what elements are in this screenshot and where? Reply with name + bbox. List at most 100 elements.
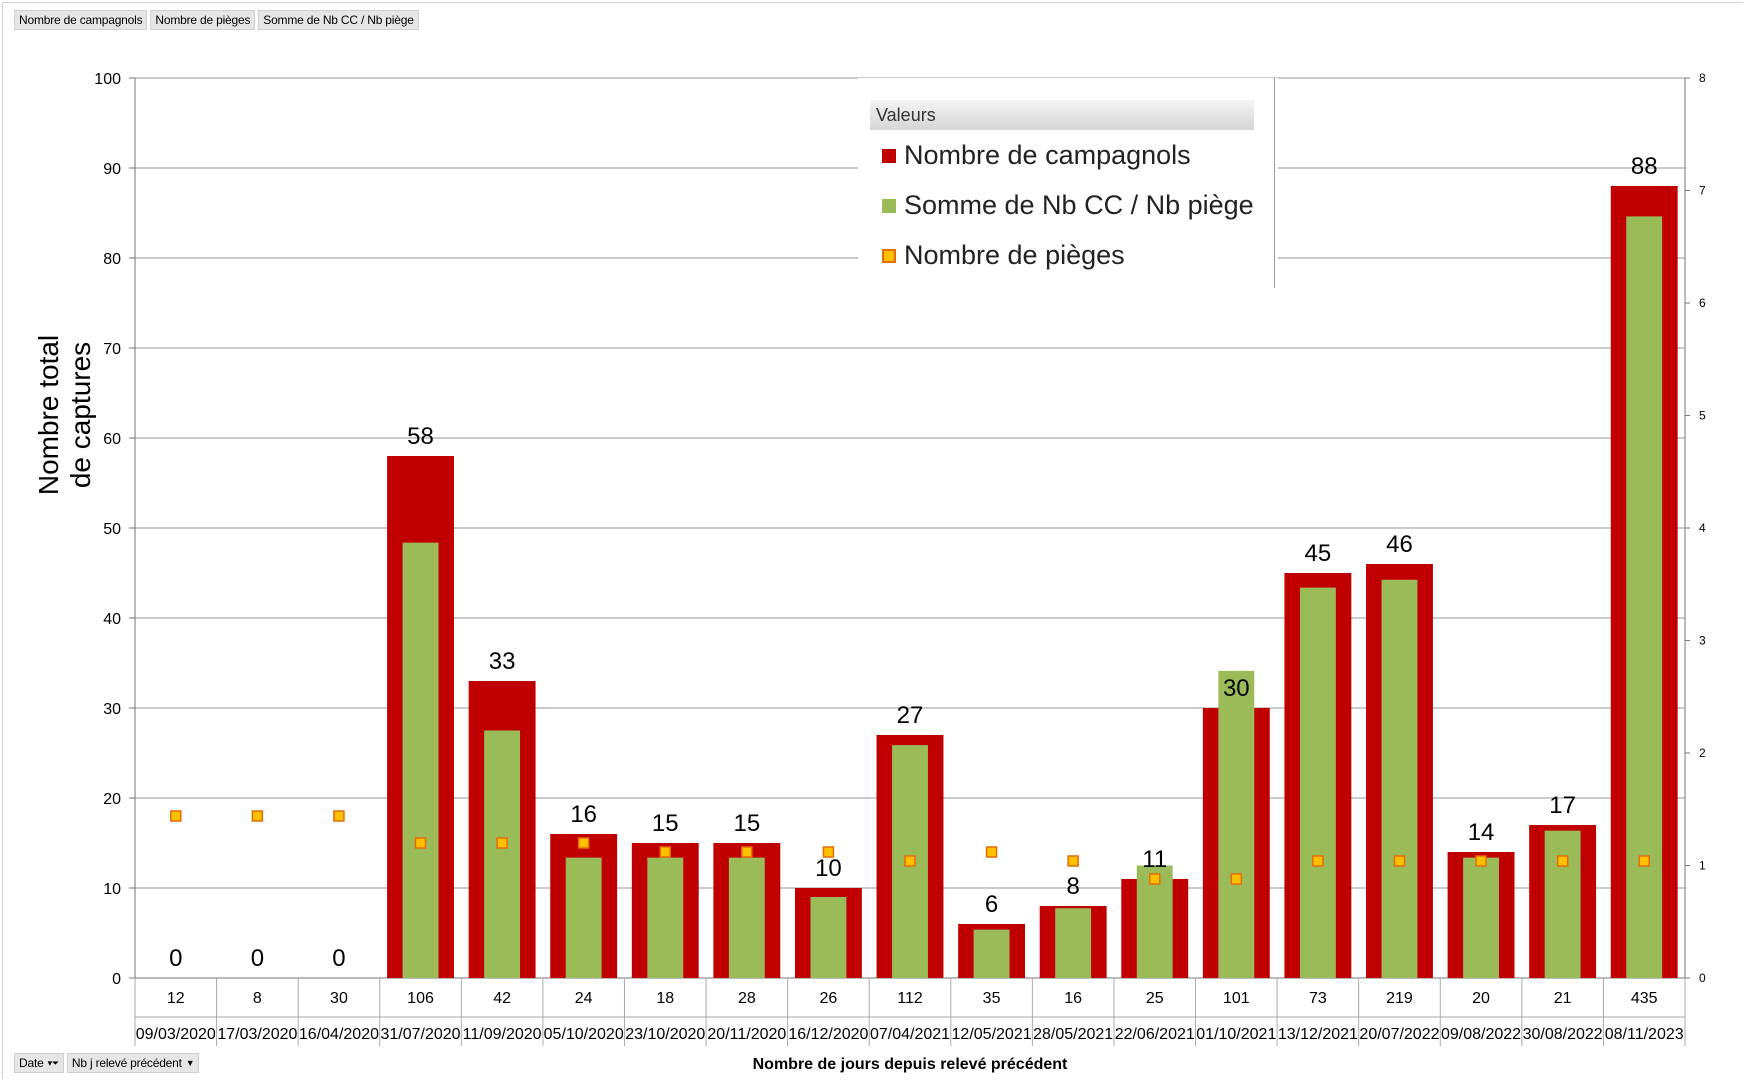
y2-tick-label: 2 — [1699, 746, 1706, 760]
marker-pieges — [333, 810, 345, 822]
marker-pieges — [904, 855, 916, 867]
marker-pieges — [1393, 855, 1406, 867]
data-label: 46 — [1386, 531, 1413, 558]
x-tick-label-date: 20/11/2020 — [707, 1026, 786, 1043]
marker-pieges — [170, 810, 182, 822]
marker-pieges — [577, 837, 590, 849]
y2-tick-label: 5 — [1699, 409, 1706, 423]
x-tick-label-date: 30/08/2022 — [1523, 1026, 1603, 1043]
x-tick-label-nbj: 35 — [983, 990, 1001, 1007]
legend-label-campagnols: Nombre de campagnols — [904, 140, 1191, 170]
x-axis-title: Nombre de jours depuis relevé précédent — [753, 1056, 1068, 1073]
data-label: 58 — [407, 423, 434, 450]
marker-pieges — [1556, 855, 1569, 867]
field-button-date-label: Date — [19, 1056, 44, 1070]
data-label: 10 — [815, 855, 842, 882]
marker-pieges — [1312, 855, 1324, 867]
axis-fields-bar: Date ▾⏷ Nb j relevé précédent ▼ — [14, 1053, 200, 1073]
bar-somme — [1218, 670, 1255, 978]
y-tick-label: 80 — [103, 251, 121, 268]
legend-item-campagnols[interactable]: Nombre de campagnols — [882, 140, 1191, 171]
legend-swatch-somme — [882, 198, 896, 213]
x-tick-label-nbj: 24 — [575, 990, 593, 1007]
y2-tick-label: 0 — [1699, 971, 1706, 985]
x-tick-label-nbj: 21 — [1554, 990, 1572, 1007]
legend-swatch-campagnols — [882, 148, 896, 163]
y-axis-title: Nombre totalde captures — [33, 335, 96, 495]
data-label: 45 — [1305, 540, 1332, 567]
x-tick-label-nbj: 20 — [1472, 990, 1490, 1007]
x-tick-label-nbj: 73 — [1309, 990, 1327, 1007]
data-label: 88 — [1631, 153, 1658, 180]
data-label: 14 — [1468, 819, 1495, 846]
marker-pieges — [1067, 855, 1079, 867]
field-button-nbj-label: Nb j relevé précédent — [71, 1056, 182, 1070]
data-label: 0 — [169, 945, 182, 972]
field-button-somme[interactable]: Somme de Nb CC / Nb piège — [258, 10, 419, 30]
y2-tick-label: 3 — [1699, 634, 1706, 648]
marker-pieges — [822, 846, 835, 858]
bar-somme — [484, 730, 521, 978]
marker-pieges — [741, 846, 753, 858]
y-tick-label: 10 — [103, 881, 121, 898]
bar-somme — [1626, 216, 1663, 978]
marker-pieges — [496, 837, 508, 849]
field-button-campagnols[interactable]: Nombre de campagnols — [14, 10, 148, 30]
marker-pieges — [251, 810, 264, 822]
x-tick-label-date: 07/04/2021 — [870, 1026, 950, 1043]
bar-somme — [728, 857, 765, 978]
data-label: 15 — [652, 810, 679, 837]
y-tick-label: 20 — [103, 791, 121, 808]
x-tick-label-date: 01/10/2021 — [1196, 1026, 1276, 1043]
x-tick-label-nbj: 219 — [1386, 990, 1413, 1007]
data-label: 15 — [733, 810, 760, 837]
bar-somme — [1381, 579, 1418, 978]
x-tick-label-date: 09/08/2022 — [1441, 1026, 1521, 1043]
x-tick-label-nbj: 106 — [407, 990, 434, 1007]
y2-tick-label: 7 — [1699, 184, 1706, 198]
x-tick-label-date: 16/12/2020 — [788, 1026, 868, 1043]
marker-pieges — [1638, 855, 1650, 867]
y-tick-label: 100 — [94, 71, 121, 88]
value-fields-bar: Nombre de campagnols Nombre de pièges So… — [14, 10, 419, 30]
field-button-pieges[interactable]: Nombre de pièges — [150, 10, 256, 30]
x-tick-label-nbj: 16 — [1064, 990, 1082, 1007]
bar-somme — [973, 929, 1010, 978]
x-tick-label-date: 31/07/2020 — [380, 1026, 460, 1043]
x-tick-label-nbj: 28 — [738, 990, 756, 1007]
bar-somme — [810, 897, 847, 978]
y-tick-label: 50 — [103, 521, 121, 538]
x-tick-label-nbj: 30 — [330, 990, 348, 1007]
legend: Valeurs Nombre de campagnols Somme de Nb… — [858, 78, 1278, 288]
x-tick-label-date: 09/03/2020 — [136, 1026, 216, 1043]
y-tick-label: 40 — [103, 611, 121, 628]
data-label: 16 — [570, 801, 597, 828]
data-label: 0 — [332, 945, 345, 972]
legend-swatch-pieges — [882, 248, 896, 263]
x-tick-label-nbj: 8 — [253, 990, 262, 1007]
data-label: 33 — [489, 648, 516, 675]
x-tick-label-date: 05/10/2020 — [544, 1026, 624, 1043]
data-label: 11 — [1142, 846, 1167, 873]
x-tick-label-date: 17/03/2020 — [217, 1026, 297, 1043]
legend-label-pieges: Nombre de pièges — [904, 240, 1125, 270]
marker-pieges — [414, 837, 427, 849]
legend-label-somme: Somme de Nb CC / Nb piège — [904, 190, 1254, 220]
marker-pieges — [985, 846, 998, 858]
x-tick-label-nbj: 435 — [1631, 990, 1658, 1007]
x-tick-label-date: 12/05/2021 — [952, 1026, 1032, 1043]
data-label: 30 — [1223, 675, 1250, 702]
bar-somme — [402, 542, 439, 978]
x-tick-label-date: 13/12/2021 — [1278, 1026, 1358, 1043]
bar-somme — [1055, 908, 1092, 978]
field-button-nbj[interactable]: Nb j relevé précédent ▼ — [66, 1053, 200, 1073]
field-button-date[interactable]: Date ▾⏷ — [14, 1053, 64, 1073]
chevron-down-icon: ▼ — [185, 1058, 195, 1068]
x-tick-label-date: 22/06/2021 — [1115, 1026, 1195, 1043]
legend-item-pieges[interactable]: Nombre de pièges — [882, 240, 1125, 271]
x-tick-label-nbj: 112 — [897, 990, 923, 1007]
bar-somme — [1544, 830, 1581, 978]
legend-item-somme[interactable]: Somme de Nb CC / Nb piège — [882, 190, 1254, 221]
